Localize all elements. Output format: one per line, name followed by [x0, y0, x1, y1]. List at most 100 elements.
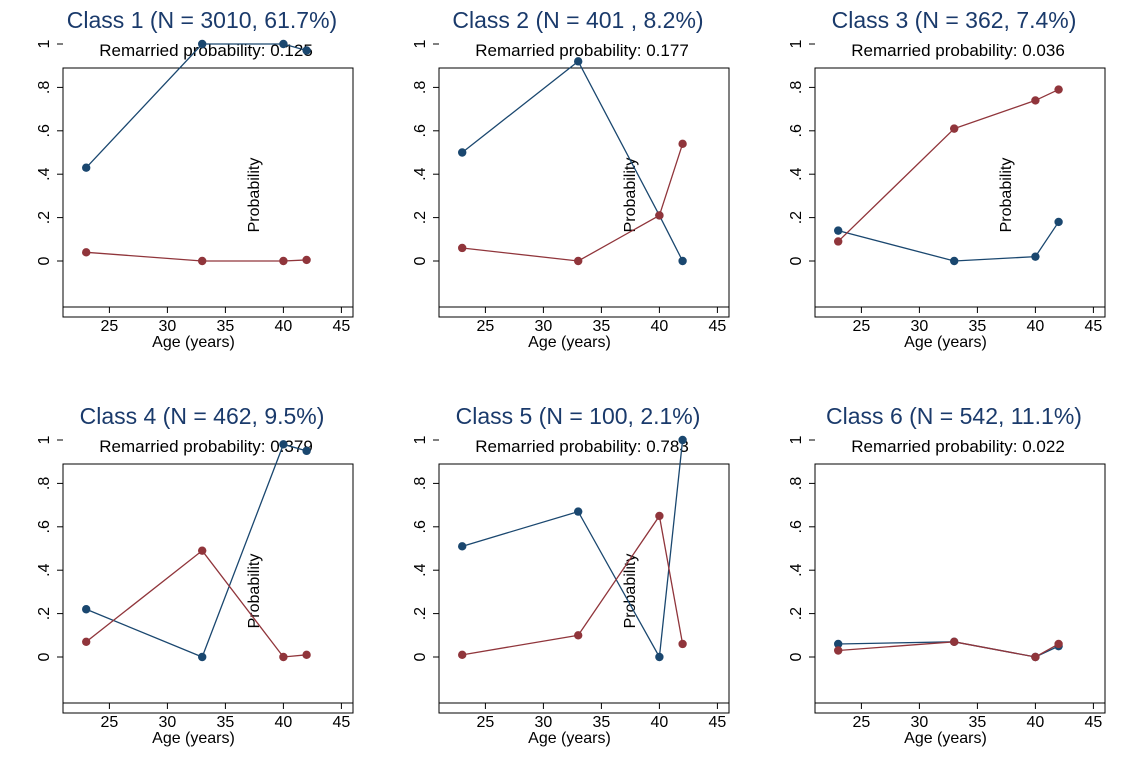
x-tick-label: 40	[651, 318, 669, 335]
x-tick-label: 30	[159, 714, 177, 731]
y-tick-label: 0	[36, 256, 53, 265]
x-tick-label: 45	[1085, 714, 1103, 731]
y-tick-label: .4	[36, 563, 53, 576]
y-tick-label: .2	[788, 607, 805, 620]
panel-3: Class 3 (N = 362, 7.4%) Remarried probabi…	[788, 7, 1106, 351]
data-point	[458, 148, 467, 157]
y-axis-label: Probability	[622, 554, 639, 629]
y-tick-label: 1	[36, 435, 53, 444]
x-tick-label: 25	[101, 714, 119, 731]
data-point	[82, 637, 91, 647]
x-axis-label: Age (years)	[528, 334, 611, 351]
series-line-2	[86, 251, 307, 262]
data-point	[1031, 252, 1040, 261]
series-line-1	[462, 439, 684, 660]
y-tick-label: .4	[412, 167, 429, 180]
series-line-2	[462, 143, 684, 262]
panel-4: Class 4 (N = 462, 9.5%) Remarried probabi…	[36, 403, 354, 747]
x-tick-label: 35	[593, 318, 611, 335]
y-tick-label: .8	[788, 477, 805, 490]
x-tick-label: 25	[477, 714, 495, 731]
y-tick-label: .2	[412, 211, 429, 224]
data-point	[678, 435, 687, 445]
y-tick-label: .6	[412, 520, 429, 533]
data-point	[198, 256, 207, 266]
y-tick-label: .4	[788, 167, 805, 180]
data-point	[1054, 217, 1063, 227]
data-point	[458, 650, 467, 660]
y-tick-label: .6	[412, 124, 429, 137]
x-tick-label: 35	[969, 318, 987, 335]
data-point	[834, 646, 843, 655]
data-point	[574, 507, 583, 516]
y-tick-label: 1	[36, 39, 53, 48]
panel-title: Class 3 (N = 362, 7.4%)	[832, 7, 1077, 33]
y-axis-label: Probability	[246, 554, 263, 629]
x-tick-label: 30	[535, 714, 553, 731]
y-tick-label: 1	[412, 39, 429, 48]
series-line-1	[838, 221, 1060, 262]
data-point	[834, 226, 843, 235]
y-tick-label: 0	[788, 652, 805, 661]
x-tick-label: 35	[217, 318, 235, 335]
data-point	[655, 511, 664, 521]
y-tick-label: .6	[36, 520, 53, 533]
data-point	[302, 255, 311, 265]
y-tick-label: .4	[36, 167, 53, 180]
x-tick-label: 30	[535, 318, 553, 335]
series-line-2	[462, 514, 684, 656]
x-tick-label: 25	[853, 318, 871, 335]
y-tick-label: 1	[788, 435, 805, 444]
data-point	[279, 39, 288, 49]
panel-title: Class 2 (N = 401 , 8.2%)	[452, 7, 703, 33]
y-tick-label: .8	[412, 477, 429, 490]
y-tick-label: 0	[788, 256, 805, 265]
x-axis-label: Age (years)	[904, 334, 987, 351]
x-tick-label: 45	[333, 714, 351, 731]
data-point	[655, 652, 664, 662]
x-tick-label: 45	[333, 318, 351, 335]
x-tick-label: 45	[1085, 318, 1103, 335]
y-tick-label: 0	[412, 652, 429, 661]
data-point	[279, 256, 288, 266]
data-point	[1054, 639, 1063, 649]
x-tick-label: 25	[477, 318, 495, 335]
panel-1: Class 1 (N = 3010, 61.7%) Remarried proba…	[36, 7, 354, 351]
x-tick-label: 35	[969, 714, 987, 731]
plot-frame	[62, 463, 354, 714]
x-tick-label: 45	[709, 318, 727, 335]
x-axis-label: Age (years)	[904, 730, 987, 747]
y-tick-label: .6	[788, 520, 805, 533]
data-point	[198, 652, 207, 662]
data-point	[678, 256, 687, 266]
y-tick-label: 1	[412, 435, 429, 444]
y-tick-label: .8	[412, 81, 429, 94]
plot-frame	[62, 67, 354, 318]
y-axis-label: Probability	[246, 158, 263, 233]
data-point	[82, 605, 91, 614]
data-point	[574, 631, 583, 640]
panel-title: Class 1 (N = 3010, 61.7%)	[67, 7, 337, 33]
panel-5: Class 5 (N = 100, 2.1%) Remarried probabi…	[412, 403, 730, 747]
x-tick-label: 30	[911, 318, 929, 335]
data-point	[302, 446, 311, 456]
x-tick-label: 45	[709, 714, 727, 731]
x-tick-label: 40	[651, 714, 669, 731]
data-point	[950, 124, 959, 133]
x-axis-label: Age (years)	[152, 730, 235, 747]
panel-2: Class 2 (N = 401 , 8.2%) Remarried probab…	[412, 7, 730, 351]
series-line-1	[85, 443, 307, 658]
panel-subtitle: Remarried probability: 0.177	[475, 41, 689, 60]
x-tick-label: 25	[101, 318, 119, 335]
x-tick-label: 40	[1027, 318, 1045, 335]
data-point	[678, 139, 687, 149]
data-point	[302, 46, 311, 55]
y-tick-label: .4	[412, 563, 429, 576]
data-point	[458, 243, 467, 253]
data-point	[82, 163, 91, 172]
x-axis-label: Age (years)	[528, 730, 611, 747]
data-point	[198, 546, 207, 555]
data-point	[279, 652, 288, 662]
x-tick-label: 30	[911, 714, 929, 731]
